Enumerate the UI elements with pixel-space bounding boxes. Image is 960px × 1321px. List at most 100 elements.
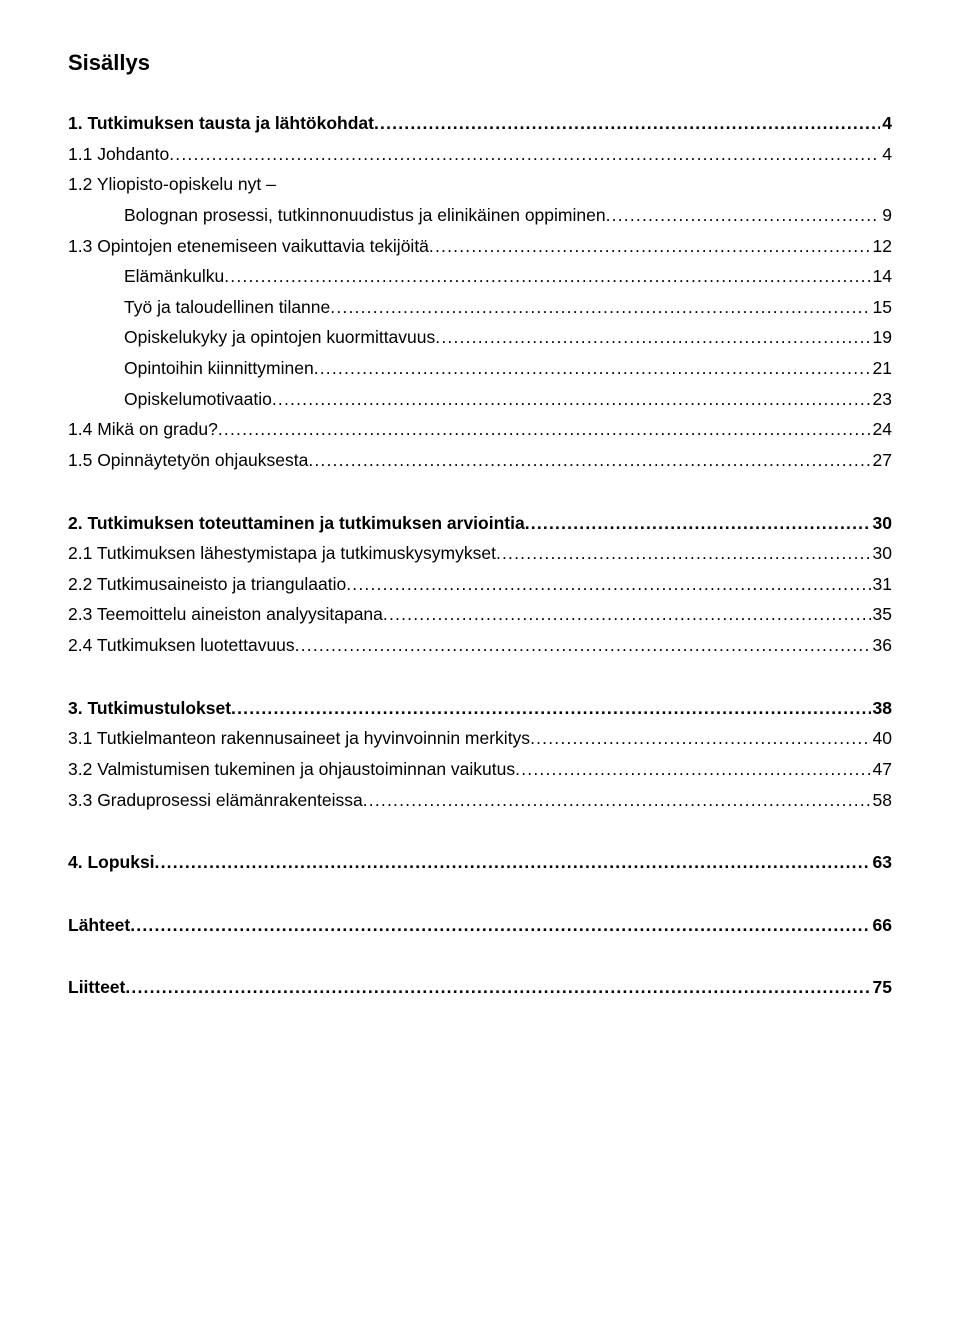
toc-entry: Lähteet 66 bbox=[68, 910, 892, 941]
toc-leader-dots bbox=[314, 353, 871, 384]
toc-entry: 1.3 Opintojen etenemiseen vaikuttavia te… bbox=[68, 231, 892, 262]
toc-entry-label: Elämänkulku bbox=[124, 261, 224, 292]
toc-entry-label: 3.2 Valmistumisen tukeminen ja ohjaustoi… bbox=[68, 754, 515, 785]
toc-entry-label: Lähteet bbox=[68, 910, 130, 941]
toc-entry-page: 31 bbox=[871, 569, 892, 600]
toc-entry-page: 30 bbox=[871, 538, 892, 569]
toc-entry-page: 38 bbox=[871, 693, 892, 724]
toc-entry-label: Opiskelukyky ja opintojen kuormittavuus bbox=[124, 322, 435, 353]
toc-entry: 2.3 Teemoittelu aineiston analyysitapana… bbox=[68, 599, 892, 630]
toc-entry-label: 2. Tutkimuksen toteuttaminen ja tutkimuk… bbox=[68, 508, 525, 539]
toc-entry: 1. Tutkimuksen tausta ja lähtökohdat 4 bbox=[68, 108, 892, 139]
section-gap bbox=[68, 940, 892, 972]
toc-entry-label: 1.1 Johdanto bbox=[68, 139, 169, 170]
toc-entry-page: 30 bbox=[871, 508, 892, 539]
toc-leader-dots bbox=[374, 108, 880, 139]
toc-entry: 2. Tutkimuksen toteuttaminen ja tutkimuk… bbox=[68, 508, 892, 539]
toc-entry-label: 2.1 Tutkimuksen lähestymistapa ja tutkim… bbox=[68, 538, 496, 569]
toc-entry-page: 63 bbox=[871, 847, 892, 878]
toc-entry-label: Bolognan prosessi, tutkinnonuudistus ja … bbox=[124, 200, 606, 231]
toc-leader-dots bbox=[231, 693, 870, 724]
toc-entry: 3.1 Tutkielmanteon rakennusaineet ja hyv… bbox=[68, 723, 892, 754]
toc-entry: 3.3 Graduprosessi elämänrakenteissa 58 bbox=[68, 785, 892, 816]
toc-entry: Työ ja taloudellinen tilanne 15 bbox=[68, 292, 892, 323]
toc-container: 1. Tutkimuksen tausta ja lähtökohdat 4 1.1… bbox=[68, 108, 892, 1035]
toc-entry-page: 4 bbox=[880, 108, 892, 139]
toc-leader-dots bbox=[224, 261, 870, 292]
toc-entry-label: 2.2 Tutkimusaineisto ja triangulaatio bbox=[68, 569, 346, 600]
toc-entry-page: 21 bbox=[871, 353, 892, 384]
toc-entry-label: 2.3 Teemoittelu aineiston analyysitapana bbox=[68, 599, 383, 630]
toc-entry-label: 1. Tutkimuksen tausta ja lähtökohdat bbox=[68, 108, 374, 139]
toc-entry-label: Työ ja taloudellinen tilanne bbox=[124, 292, 330, 323]
toc-leader-dots bbox=[435, 322, 870, 353]
section-gap bbox=[68, 661, 892, 693]
section-gap bbox=[68, 878, 892, 910]
toc-entry: Opiskelumotivaatio 23 bbox=[68, 384, 892, 415]
toc-leader-dots bbox=[363, 785, 871, 816]
toc-entry-label: Opiskelumotivaatio bbox=[124, 384, 272, 415]
toc-entry-page: 58 bbox=[871, 785, 892, 816]
toc-title: Sisällys bbox=[68, 50, 892, 76]
toc-entry-label: 3.1 Tutkielmanteon rakennusaineet ja hyv… bbox=[68, 723, 530, 754]
toc-entry: 3. Tutkimustulokset 38 bbox=[68, 693, 892, 724]
toc-leader-dots bbox=[330, 292, 870, 323]
toc-entry: Bolognan prosessi, tutkinnonuudistus ja … bbox=[68, 200, 892, 231]
toc-entry-page: 15 bbox=[871, 292, 892, 323]
toc-leader-dots bbox=[155, 847, 871, 878]
toc-entry-label: Opintoihin kiinnittyminen bbox=[124, 353, 314, 384]
toc-entry: 3.2 Valmistumisen tukeminen ja ohjaustoi… bbox=[68, 754, 892, 785]
toc-entry-label: 3. Tutkimustulokset bbox=[68, 693, 231, 724]
toc-leader-dots bbox=[383, 599, 871, 630]
toc-leader-dots bbox=[125, 972, 870, 1003]
section-gap bbox=[68, 815, 892, 847]
toc-entry-label: 3.3 Graduprosessi elämänrakenteissa bbox=[68, 785, 363, 816]
toc-entry: Elämänkulku 14 bbox=[68, 261, 892, 292]
toc-entry: 2.4 Tutkimuksen luotettavuus 36 bbox=[68, 630, 892, 661]
toc-leader-dots bbox=[530, 723, 870, 754]
toc-entry-page: 9 bbox=[880, 200, 892, 231]
toc-entry: 1.5 Opinnäytetyön ohjauksesta 27 bbox=[68, 445, 892, 476]
toc-entry-page: 66 bbox=[871, 910, 892, 941]
toc-entry-page: 35 bbox=[871, 599, 892, 630]
toc-entry: 2.1 Tutkimuksen lähestymistapa ja tutkim… bbox=[68, 538, 892, 569]
toc-entry-page: 40 bbox=[871, 723, 892, 754]
toc-entry-page: 4 bbox=[880, 139, 892, 170]
toc-leader-dots bbox=[346, 569, 870, 600]
toc-entry: 4. Lopuksi 63 bbox=[68, 847, 892, 878]
toc-entry-page: 24 bbox=[871, 414, 892, 445]
toc-leader-dots bbox=[308, 445, 870, 476]
toc-entry-page: 12 bbox=[871, 231, 892, 262]
toc-entry-label: 4. Lopuksi bbox=[68, 847, 155, 878]
section-gap bbox=[68, 1003, 892, 1035]
toc-entry: 1.4 Mikä on gradu? 24 bbox=[68, 414, 892, 445]
toc-entry-label: Liitteet bbox=[68, 972, 125, 1003]
toc-entry: 2.2 Tutkimusaineisto ja triangulaatio 31 bbox=[68, 569, 892, 600]
toc-entry-page: 36 bbox=[871, 630, 892, 661]
toc-leader-dots bbox=[169, 139, 880, 170]
toc-entry: Liitteet 75 bbox=[68, 972, 892, 1003]
toc-entry-page: 47 bbox=[871, 754, 892, 785]
toc-entry: Opiskelukyky ja opintojen kuormittavuus 1… bbox=[68, 322, 892, 353]
toc-leader-dots bbox=[272, 384, 871, 415]
toc-entry-page: 19 bbox=[871, 322, 892, 353]
toc-entry: Opintoihin kiinnittyminen 21 bbox=[68, 353, 892, 384]
section-gap bbox=[68, 476, 892, 508]
toc-entry-label: 1.5 Opinnäytetyön ohjauksesta bbox=[68, 445, 308, 476]
toc-entry-label: 2.4 Tutkimuksen luotettavuus bbox=[68, 630, 295, 661]
toc-leader-dots bbox=[295, 630, 871, 661]
toc-entry-page: 27 bbox=[871, 445, 892, 476]
toc-entry-page: 14 bbox=[871, 261, 892, 292]
toc-leader-dots bbox=[218, 414, 871, 445]
toc-entry-page: 23 bbox=[871, 384, 892, 415]
toc-leader-dots bbox=[525, 508, 871, 539]
toc-leader-dots bbox=[515, 754, 870, 785]
toc-leader-dots bbox=[606, 200, 881, 231]
toc-leader-dots bbox=[429, 231, 871, 262]
toc-entry-label: 1.3 Opintojen etenemiseen vaikuttavia te… bbox=[68, 231, 429, 262]
toc-leader-dots bbox=[130, 910, 870, 941]
toc-entry-wrap-first: 1.2 Yliopisto-opiskelu nyt – bbox=[68, 169, 892, 200]
toc-entry-label: 1.4 Mikä on gradu? bbox=[68, 414, 218, 445]
toc-leader-dots bbox=[496, 538, 871, 569]
toc-entry-page: 75 bbox=[871, 972, 892, 1003]
